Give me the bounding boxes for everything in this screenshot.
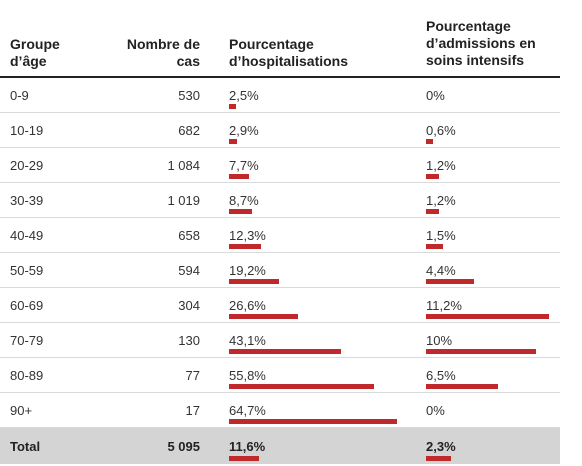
- hosp-pct-cell: 12,3%: [229, 228, 266, 243]
- hosp-pct-cell: 43,1%: [229, 333, 266, 348]
- icu-pct-cell: 10%: [426, 333, 453, 348]
- hosp-pct-cell: 8,7%: [229, 193, 259, 208]
- hosp-pct-cell: 2,5%: [229, 88, 259, 103]
- icu-pct-cell: 1,2%: [426, 193, 456, 208]
- icu-pct-cell: 1,2%: [426, 158, 456, 173]
- icu-bar: [426, 384, 498, 389]
- header-cases-line-1: Nombre de: [126, 36, 200, 52]
- hosp-pct-cell: 2,9%: [229, 123, 259, 138]
- icu-pct-cell: 1,5%: [426, 228, 456, 243]
- hosp-pct-cell: 7,7%: [229, 158, 259, 173]
- icu-pct-cell: 0,6%: [426, 123, 456, 138]
- hosp-bar: [229, 314, 299, 319]
- table-row: 10-19 682 2,9% 0,6%: [0, 113, 560, 148]
- table-row: 0-9 530 2,5% 0%: [0, 78, 560, 113]
- hosp-pct-cell: 55,8%: [229, 368, 266, 383]
- age-group-cell: 60-69: [10, 298, 44, 313]
- cases-cell: 5 095: [167, 439, 200, 454]
- icu-bar: [426, 456, 452, 461]
- header-age-line-1: Groupe: [10, 36, 60, 52]
- hosp-pct-cell: 26,6%: [229, 298, 266, 313]
- icu-bar: [426, 139, 433, 144]
- cases-cell: 77: [185, 368, 200, 383]
- hosp-bar: [229, 104, 236, 109]
- hosp-bar: [229, 209, 252, 214]
- header-age-line-2: d’âge: [10, 53, 47, 69]
- hosp-pct-cell: 11,6%: [229, 439, 266, 454]
- header-icu: Pourcentage d’admissions en soins intens…: [426, 18, 536, 69]
- header-age-group: Groupe d’âge: [10, 36, 60, 70]
- cases-cell: 1 084: [167, 158, 200, 173]
- table-header: Groupe d’âge Nombre de cas Pourcentage d…: [0, 0, 560, 78]
- table-row: 20-29 1 084 7,7% 1,2%: [0, 148, 560, 183]
- age-group-cell: 20-29: [10, 158, 44, 173]
- hosp-bar: [229, 456, 260, 461]
- header-hospitalisations: Pourcentage d’hospitalisations: [229, 36, 348, 70]
- icu-pct-cell: 11,2%: [426, 298, 462, 313]
- age-group-cell: 80-89: [10, 368, 44, 383]
- icu-pct-cell: 4,4%: [426, 263, 456, 278]
- icu-bar: [426, 244, 443, 249]
- header-icu-line-3: soins intensifs: [426, 52, 525, 68]
- cases-cell: 17: [185, 403, 200, 418]
- age-group-cell: 0-9: [10, 88, 29, 103]
- cases-cell: 658: [178, 228, 200, 243]
- age-group-cell: 70-79: [10, 333, 44, 348]
- icu-bar: [426, 349, 536, 354]
- cases-cell: 130: [178, 333, 200, 348]
- table-row: 50-59 594 19,2% 4,4%: [0, 253, 560, 288]
- hosp-pct-cell: 19,2%: [229, 263, 266, 278]
- table-row: 70-79 130 43,1% 10%: [0, 323, 560, 358]
- hosp-bar: [229, 244, 261, 249]
- header-cases: Nombre de cas: [110, 36, 200, 70]
- hosp-bar: [229, 139, 237, 144]
- table-row: 80-89 77 55,8% 6,5%: [0, 358, 560, 393]
- header-hosp-line-1: Pourcentage: [229, 36, 314, 52]
- cases-cell: 530: [178, 88, 200, 103]
- total-label: Total: [10, 439, 41, 454]
- icu-pct-cell: 2,3%: [426, 439, 456, 454]
- icu-pct-cell: 6,5%: [426, 368, 456, 383]
- icu-bar: [426, 279, 475, 284]
- hosp-bar: [229, 419, 398, 424]
- icu-bar: [426, 174, 440, 179]
- header-icu-line-1: Pourcentage: [426, 18, 511, 34]
- cases-cell: 594: [178, 263, 200, 278]
- age-group-cell: 40-49: [10, 228, 44, 243]
- icu-pct-cell: 0%: [426, 88, 445, 103]
- hosp-bar: [229, 174, 250, 179]
- header-cases-line-2: cas: [176, 53, 200, 69]
- hosp-bar: [229, 349, 342, 354]
- cases-cell: 304: [178, 298, 200, 313]
- age-group-cell: 90+: [10, 403, 33, 418]
- icu-bar: [426, 209, 440, 214]
- table-row: 60-69 304 26,6% 11,2%: [0, 288, 560, 323]
- age-group-cell: 10-19: [10, 123, 44, 138]
- cases-cell: 1 019: [167, 193, 200, 208]
- hosp-bar: [229, 279, 279, 284]
- header-icu-line-2: d’admissions en: [426, 35, 536, 51]
- age-group-cell: 30-39: [10, 193, 44, 208]
- table-row: 90+ 17 64,7% 0%: [0, 393, 560, 428]
- age-group-cell: 50-59: [10, 263, 44, 278]
- table-row: 40-49 658 12,3% 1,5%: [0, 218, 560, 253]
- hosp-bar: [229, 384, 375, 389]
- hosp-pct-cell: 64,7%: [229, 403, 266, 418]
- icu-pct-cell: 0%: [426, 403, 445, 418]
- table-row: 30-39 1 019 8,7% 1,2%: [0, 183, 560, 218]
- header-hosp-line-2: d’hospitalisations: [229, 53, 349, 69]
- icu-bar: [426, 314, 550, 319]
- total-row: Total 5 095 11,6% 2,3%: [0, 428, 560, 464]
- cases-cell: 682: [178, 123, 200, 138]
